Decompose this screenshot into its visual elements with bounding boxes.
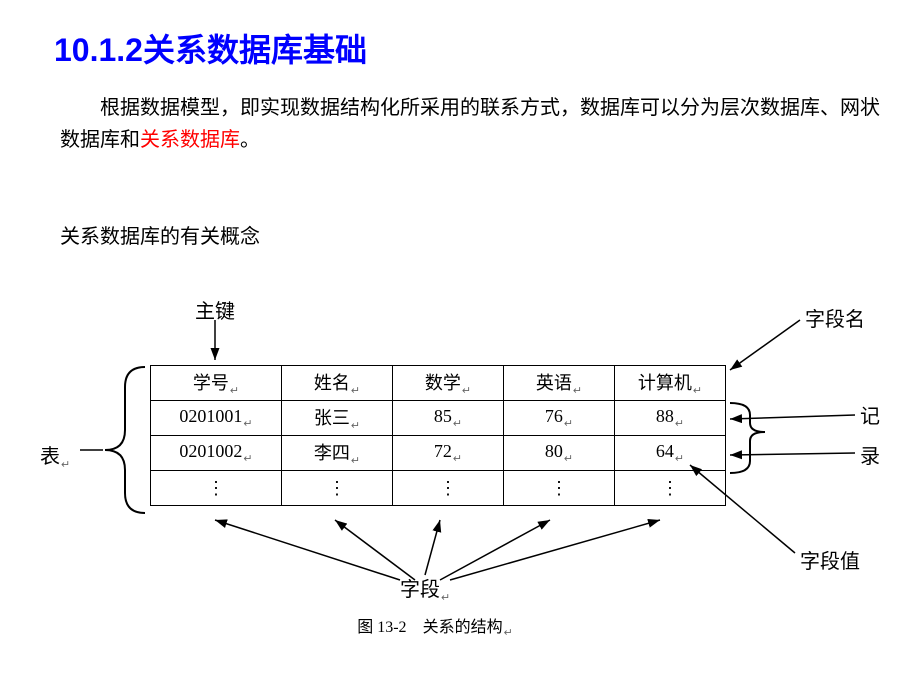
cell: 88↵ — [615, 401, 726, 436]
label-record-top: 记 — [860, 400, 880, 429]
label-table: 表↵ — [40, 440, 70, 471]
cell: 64↵ — [615, 436, 726, 471]
header-cell: 姓名↵ — [282, 366, 393, 401]
header-cell: 数学↵ — [393, 366, 504, 401]
figure-caption: 图 13-2 关系的结构↵ — [150, 613, 720, 639]
cell: 李四↵ — [282, 436, 393, 471]
cell: 80↵ — [504, 436, 615, 471]
cell: 张三↵ — [282, 401, 393, 436]
cell: 85↵ — [393, 401, 504, 436]
cell: 0201002↵ — [151, 436, 282, 471]
subtitle: 关系数据库的有关概念 — [60, 220, 260, 249]
label-primary-key: 主键 — [195, 295, 235, 324]
table-row: 0201002↵ 李四↵ 72↵ 80↵ 64↵ — [151, 436, 726, 471]
cell-dots: ⋮ — [393, 471, 504, 506]
intro-text-post: 。 — [240, 129, 260, 151]
cell: 76↵ — [504, 401, 615, 436]
intro-paragraph: 根据数据模型，即实现数据结构化所采用的联系方式，数据库可以分为层次数据库、网状数… — [60, 92, 880, 156]
section-title: 10.1.2关系数据库基础 — [54, 25, 367, 71]
label-field-name: 字段名 — [805, 303, 865, 332]
table-row: 0201001↵ 张三↵ 85↵ 76↵ 88↵ — [151, 401, 726, 436]
header-cell: 学号↵ — [151, 366, 282, 401]
table-row-ellipsis: ⋮ ⋮ ⋮ ⋮ ⋮ — [151, 471, 726, 506]
header-cell: 英语↵ — [504, 366, 615, 401]
cell-dots: ⋮ — [615, 471, 726, 506]
intro-text-red: 关系数据库 — [140, 129, 240, 151]
relation-structure-diagram: 主键 字段名 表↵ 记 录 字段值 字段↵ 学号↵ 姓名↵ 数学↵ 英语↵ 计算… — [30, 295, 900, 645]
label-record-bottom: 录 — [860, 440, 880, 469]
label-field: 字段↵ — [400, 573, 450, 604]
cell-dots: ⋮ — [504, 471, 615, 506]
cell-dots: ⋮ — [282, 471, 393, 506]
relation-table: 学号↵ 姓名↵ 数学↵ 英语↵ 计算机↵ 0201001↵ 张三↵ 85↵ 76… — [150, 365, 726, 506]
table-header-row: 学号↵ 姓名↵ 数学↵ 英语↵ 计算机↵ — [151, 366, 726, 401]
cell: 0201001↵ — [151, 401, 282, 436]
cell-dots: ⋮ — [151, 471, 282, 506]
header-cell: 计算机↵ — [615, 366, 726, 401]
cell: 72↵ — [393, 436, 504, 471]
label-field-value: 字段值 — [800, 545, 860, 574]
